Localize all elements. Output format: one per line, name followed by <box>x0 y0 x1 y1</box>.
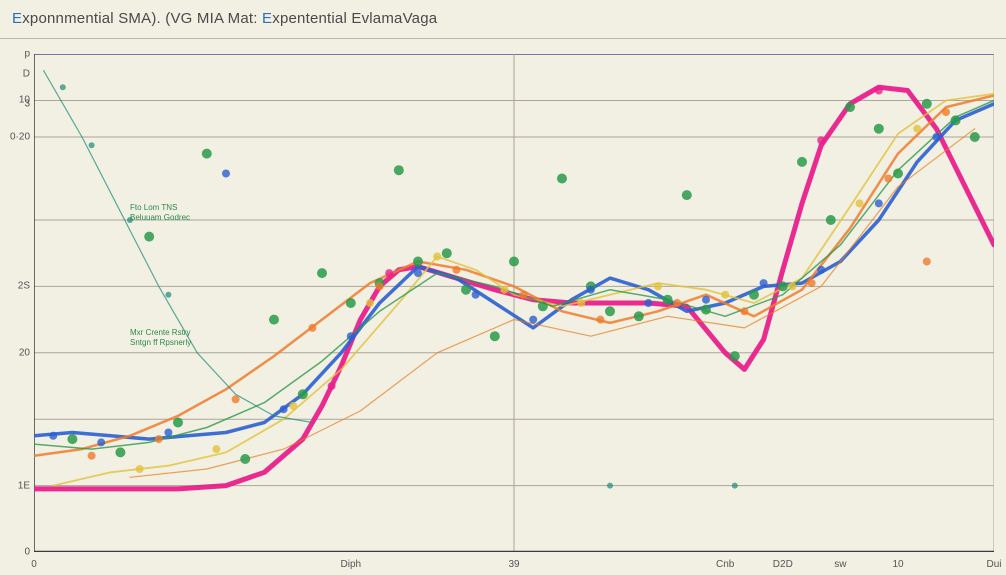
title-divider <box>0 38 1006 39</box>
y-tick-label: 1E <box>4 480 30 491</box>
y-tick-label: p <box>4 49 30 60</box>
x-tick-label: 39 <box>508 559 519 570</box>
y-tick-label: D <box>4 68 30 79</box>
y-tick-label: 0 <box>4 547 30 558</box>
y-tick-label: 2S <box>4 281 30 292</box>
x-tick-label: Cnb <box>716 559 734 570</box>
x-tick-label: 0 <box>31 559 37 570</box>
y-tick-label: 0·20 <box>4 132 30 143</box>
y-tick-label: 20 <box>4 347 30 358</box>
chart-area: 01E202S0·20310Dp0Diph39CnbD2Dsw10DuiFto … <box>34 54 994 552</box>
title-part-1: xponnmential SMA). (VG MIA Mat: <box>22 10 262 27</box>
x-tick-label: 10 <box>892 559 903 570</box>
x-tick-label: sw <box>834 559 846 570</box>
chart-annotation: Mxr Crente RstrySntgn ff Rpsnerly <box>130 328 191 348</box>
chart-title: Exponnmential SMA). (VG MIA Mat: Expente… <box>12 10 437 27</box>
x-tick-label: Diph <box>341 559 362 570</box>
title-part-0: E <box>12 10 22 27</box>
chart-svg <box>34 54 994 552</box>
y-tick-label: 10 <box>4 95 30 106</box>
x-tick-label: Dui <box>986 559 1001 570</box>
chart-annotation: Fto Lom TNSBeluuam Godrec <box>130 203 190 223</box>
x-tick-label: D2D <box>773 559 793 570</box>
title-part-2: E <box>262 10 272 27</box>
title-part-3: xpentential EvlamaVaga <box>272 10 437 27</box>
